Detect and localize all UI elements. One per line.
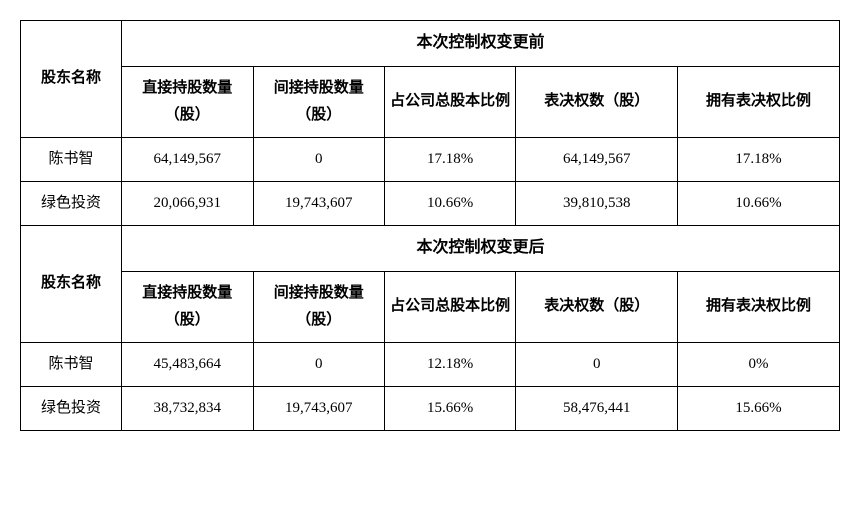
row-label: 绿色投资 [21,181,122,225]
cell: 12.18% [384,342,515,386]
cell: 20,066,931 [122,181,253,225]
shareholding-table: 股东名称 本次控制权变更前 直接持股数量（股） 间接持股数量（股） 占公司总股本… [20,20,840,431]
cell: 10.66% [678,181,840,225]
cell: 38,732,834 [122,386,253,430]
cell: 0 [253,342,384,386]
row-label: 陈书智 [21,342,122,386]
cell: 0 [253,137,384,181]
cell: 10.66% [384,181,515,225]
section-header-row: 股东名称 本次控制权变更前 [21,21,840,67]
cell: 15.66% [678,386,840,430]
col-header: 拥有表决权比例 [678,271,840,342]
data-row: 陈书智 45,483,664 0 12.18% 0 0% [21,342,840,386]
col-header: 占公司总股本比例 [384,66,515,137]
col-header: 直接持股数量（股） [122,66,253,137]
cell: 0% [678,342,840,386]
cell: 58,476,441 [516,386,678,430]
column-header-row: 直接持股数量（股） 间接持股数量（股） 占公司总股本比例 表决权数（股） 拥有表… [21,66,840,137]
row-label: 绿色投资 [21,386,122,430]
col-header: 拥有表决权比例 [678,66,840,137]
col-header: 表决权数（股） [516,66,678,137]
col-header: 表决权数（股） [516,271,678,342]
cell: 64,149,567 [122,137,253,181]
data-row: 绿色投资 38,732,834 19,743,607 15.66% 58,476… [21,386,840,430]
cell: 15.66% [384,386,515,430]
row-label-header: 股东名称 [21,225,122,342]
section-header-row: 股东名称 本次控制权变更后 [21,225,840,271]
section-title: 本次控制权变更后 [122,225,840,271]
cell: 19,743,607 [253,386,384,430]
cell: 45,483,664 [122,342,253,386]
cell: 64,149,567 [516,137,678,181]
col-header: 占公司总股本比例 [384,271,515,342]
column-header-row: 直接持股数量（股） 间接持股数量（股） 占公司总股本比例 表决权数（股） 拥有表… [21,271,840,342]
cell: 17.18% [384,137,515,181]
cell: 17.18% [678,137,840,181]
col-header: 间接持股数量（股） [253,66,384,137]
section-title: 本次控制权变更前 [122,21,840,67]
col-header: 间接持股数量（股） [253,271,384,342]
col-header: 直接持股数量（股） [122,271,253,342]
cell: 39,810,538 [516,181,678,225]
data-row: 陈书智 64,149,567 0 17.18% 64,149,567 17.18… [21,137,840,181]
row-label: 陈书智 [21,137,122,181]
cell: 0 [516,342,678,386]
data-row: 绿色投资 20,066,931 19,743,607 10.66% 39,810… [21,181,840,225]
cell: 19,743,607 [253,181,384,225]
row-label-header: 股东名称 [21,21,122,138]
